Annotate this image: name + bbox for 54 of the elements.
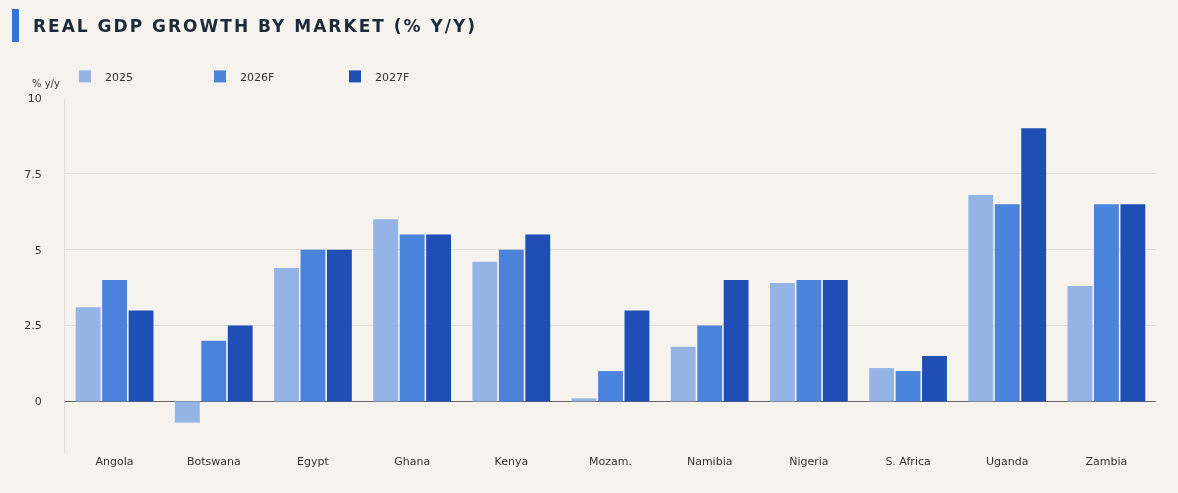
legend-label: 2027F: [375, 70, 410, 84]
x-tick-label: Namibia: [686, 455, 733, 468]
legend-label: 2025: [105, 70, 133, 84]
bar: [373, 219, 399, 402]
bar: [1120, 204, 1146, 402]
legend-label: 2026F: [240, 70, 275, 84]
bar: [75, 307, 101, 402]
bar: [1093, 204, 1119, 402]
y-tick-label: 0: [34, 395, 42, 409]
bar: [426, 234, 452, 402]
x-tick-label: Zambia: [1085, 455, 1128, 468]
bar: [472, 261, 498, 402]
bar: [571, 398, 597, 402]
bar: [723, 280, 749, 402]
bar: [697, 325, 723, 402]
x-tick-label: S. Africa: [885, 455, 931, 468]
x-tick-label: Botswana: [186, 455, 241, 468]
x-tick-label: Egypt: [297, 455, 330, 468]
bar: [670, 346, 696, 402]
bar: [1021, 128, 1047, 402]
bar: [300, 249, 326, 402]
x-tick-label: Ghana: [394, 455, 431, 468]
bar: [598, 371, 623, 402]
bar: [994, 204, 1020, 402]
bar: [201, 340, 227, 402]
bar: [102, 280, 128, 402]
bar: [227, 325, 253, 402]
x-tick-label: Nigeria: [789, 455, 829, 468]
bar: [869, 368, 895, 402]
x-tick-label: Uganda: [985, 455, 1029, 468]
x-tick-label: Kenya: [494, 455, 529, 468]
bar: [796, 280, 822, 402]
bar: [128, 310, 154, 402]
y-tick-label: 7.5: [24, 167, 42, 181]
y-tick-label: 10: [27, 91, 42, 105]
x-tick-label: Angola: [95, 455, 134, 468]
chart-title: REAL GDP GROWTH BY MARKET (% Y/Y): [33, 15, 478, 36]
bar: [624, 310, 650, 402]
y-axis-title: % y/y: [32, 78, 60, 89]
x-tick-label: Mozam.: [589, 455, 632, 468]
y-tick-label: 5: [34, 243, 42, 257]
bar: [1067, 286, 1093, 402]
bar: [498, 249, 524, 402]
y-tick-label: 2.5: [24, 319, 42, 333]
bar: [326, 249, 352, 402]
bar: [174, 401, 200, 423]
bar: [968, 195, 994, 402]
bar: [895, 371, 921, 402]
bar: [922, 355, 947, 402]
bar: [274, 267, 299, 402]
bar: [525, 234, 551, 402]
bar: [822, 280, 848, 402]
bar: [399, 234, 425, 402]
bar: [769, 283, 795, 402]
